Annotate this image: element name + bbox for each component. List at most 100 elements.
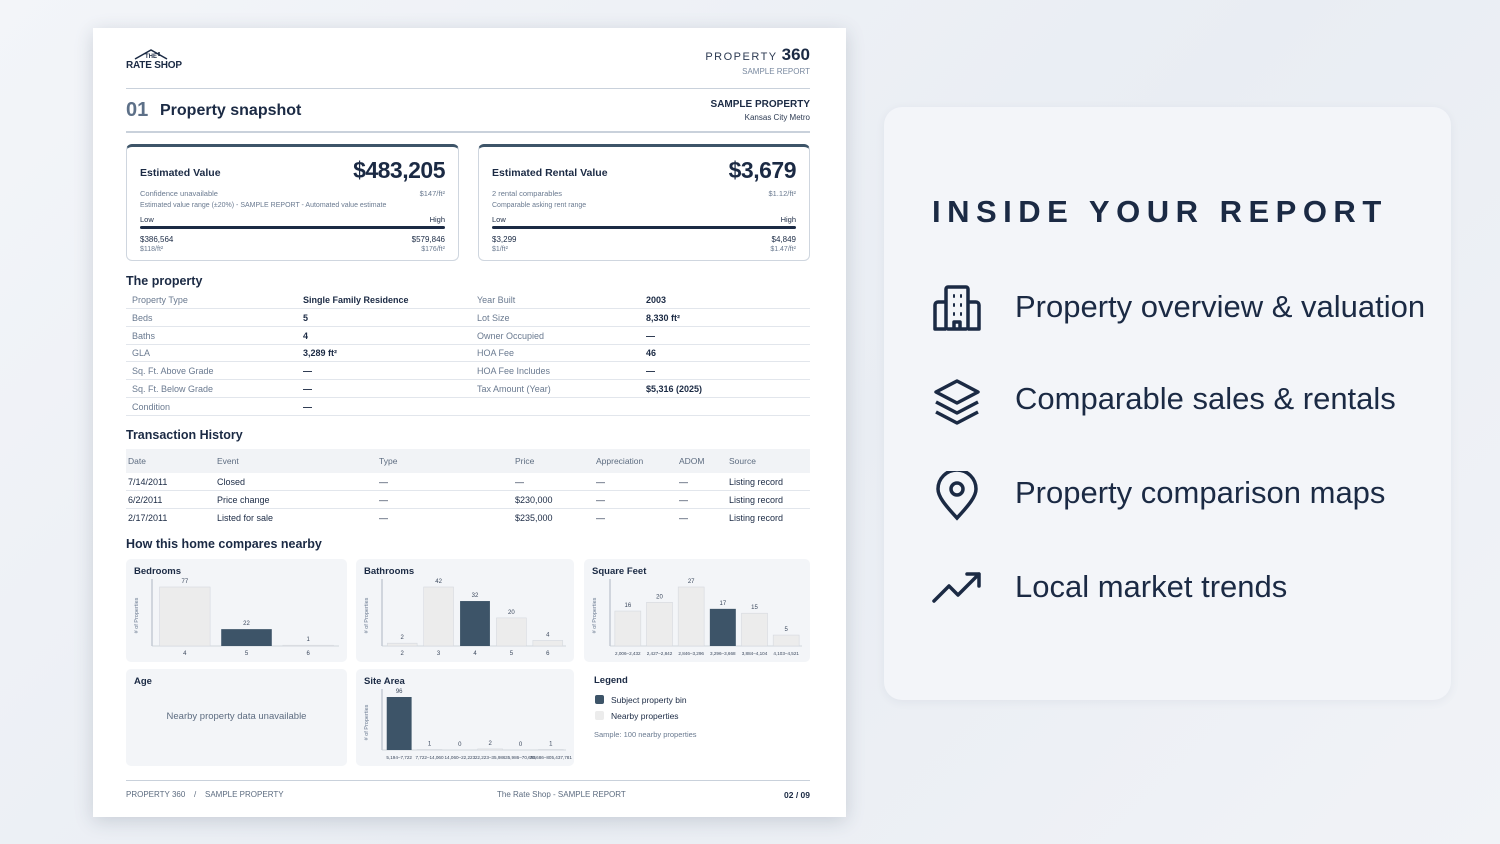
transaction-cell: — <box>596 477 605 487</box>
transactions-heading: Transaction History <box>126 428 243 442</box>
x-tick-label: 5 <box>510 651 514 657</box>
table-header-bg <box>126 449 810 473</box>
transaction-cell: $230,000 <box>515 495 553 505</box>
value-card: Estimated Value $483,205 Confidence unavai… <box>126 144 459 261</box>
product-subtitle: SAMPLE REPORT <box>742 67 810 76</box>
divider <box>126 131 810 133</box>
x-tick-label: 3,884–4,104 <box>742 651 768 656</box>
card-value: $483,205 <box>353 157 445 183</box>
bar-value-label: 20 <box>508 610 515 616</box>
high-per-sqft: $1.47/ft² <box>770 246 796 253</box>
feature-panel: INSIDE YOUR REPORT Property overview & va… <box>884 107 1451 700</box>
y-axis-label: # of Properties <box>134 597 140 633</box>
property-value: $5,316 (2025) <box>646 384 703 394</box>
property-value: 46 <box>646 348 657 359</box>
x-tick-label: 2,427–2,842 <box>647 651 673 656</box>
high-label: High <box>780 215 796 224</box>
bar-value-label: 20 <box>656 594 663 600</box>
bar <box>386 642 418 647</box>
bar-value-label: 5 <box>784 627 788 633</box>
property-label: Lot Size <box>477 312 510 323</box>
low-label: Low <box>492 215 506 224</box>
bar <box>741 612 768 647</box>
bar-value-label: 22 <box>243 621 250 627</box>
bar-value-label: 15 <box>751 605 758 611</box>
transaction-cell: Price change <box>217 495 270 505</box>
divider <box>126 780 810 781</box>
transaction-cell: — <box>596 495 605 505</box>
property-value: — <box>646 330 655 341</box>
feature-item: Property comparison maps <box>1015 475 1386 510</box>
divider <box>126 361 810 363</box>
bar-value-label: 77 <box>181 579 188 585</box>
card-title: Estimated Value <box>140 167 221 179</box>
bar <box>477 748 503 751</box>
bar-value-label: 32 <box>472 593 479 599</box>
footer-separator: / <box>194 790 197 799</box>
low-value: $3,299 <box>492 235 517 244</box>
card-note: 2 rental comparables <box>492 189 563 198</box>
divider <box>126 397 810 398</box>
divider <box>126 88 810 89</box>
bar-value-label: 2 <box>401 635 405 641</box>
column-header: Appreciation <box>596 456 644 466</box>
transaction-cell: 7/14/2011 <box>128 477 168 487</box>
transaction-cell: — <box>379 513 388 523</box>
divider <box>126 414 810 416</box>
range-bar <box>140 226 445 229</box>
property-label: Baths <box>132 330 156 341</box>
transaction-cell: — <box>515 477 524 487</box>
chart-card: Bedrooms # of Properties 77 4 22 5 1 6 <box>126 559 347 662</box>
empty-message: Nearby property data unavailable <box>166 711 307 722</box>
low-label: Low <box>140 215 154 224</box>
legend-swatch <box>595 695 604 704</box>
bar <box>460 601 490 646</box>
bar <box>614 610 642 647</box>
transaction-cell: — <box>679 495 688 505</box>
logo-roof <box>134 49 168 60</box>
property-value: 4 <box>303 330 309 341</box>
column-header: Date <box>128 456 146 466</box>
x-tick-label: 2 <box>401 651 405 657</box>
footer-page: 02 / 09 <box>784 790 810 800</box>
transaction-cell: — <box>379 477 388 487</box>
divider <box>126 490 810 491</box>
property-label: GLA <box>132 348 151 359</box>
value-card: Estimated Rental Value $3,679 2 rental com… <box>478 144 810 261</box>
legend-subject: Subject property bin <box>611 695 687 705</box>
legend-swatch <box>595 711 604 720</box>
transaction-cell: 2/17/2011 <box>128 513 168 523</box>
x-tick-label: 2,846–3,296 <box>678 651 704 656</box>
bar <box>538 749 564 751</box>
card-range-note: Comparable asking rent range <box>492 202 587 209</box>
transaction-cell: — <box>379 495 388 505</box>
card-per-sqft: $147/ft² <box>419 189 445 198</box>
x-tick-label: 4,103–4,521 <box>773 651 799 656</box>
footer-center: The Rate Shop - SAMPLE REPORT <box>497 790 626 799</box>
bar <box>221 629 272 646</box>
feature-item: Comparable sales & rentals <box>1015 381 1396 416</box>
x-tick-label: 4 <box>473 651 477 657</box>
feature-item: Property overview & valuation <box>1015 289 1426 324</box>
product-name: PROPERTY <box>705 51 778 63</box>
histogram: # of Properties 96 5,194–7,722 1 7,722–14,06… <box>364 689 572 760</box>
y-axis-label: # of Properties <box>364 597 370 633</box>
property-value: 5 <box>303 312 309 323</box>
card-range-note: Estimated value range (±20%) - SAMPLE RE… <box>140 202 387 209</box>
transaction-cell: $235,000 <box>515 513 553 523</box>
low-per-sqft: $118/ft² <box>140 246 164 253</box>
card-note: Confidence unavailable <box>140 189 218 198</box>
product-number: 360 <box>781 45 810 64</box>
x-tick-label: 14,060–22,223 <box>445 755 476 760</box>
chart-title: Site Area <box>364 676 405 687</box>
low-per-sqft: $1/ft² <box>492 246 508 253</box>
transaction-cell: — <box>679 477 688 487</box>
histogram: # of Properties 16 2,006–2,432 20 2,427–2,84… <box>592 579 802 656</box>
chart-card: Bathrooms # of Properties 2 2 42 3 32 4 20 5 4 6 <box>356 559 574 662</box>
property-label: Year Built <box>477 295 516 305</box>
card-per-sqft: $1.12/ft² <box>768 189 796 198</box>
chart-card: Age Nearby property data unavailable <box>126 669 347 766</box>
property-value: — <box>303 384 312 394</box>
x-tick-label: 2,006–2,432 <box>615 651 641 656</box>
